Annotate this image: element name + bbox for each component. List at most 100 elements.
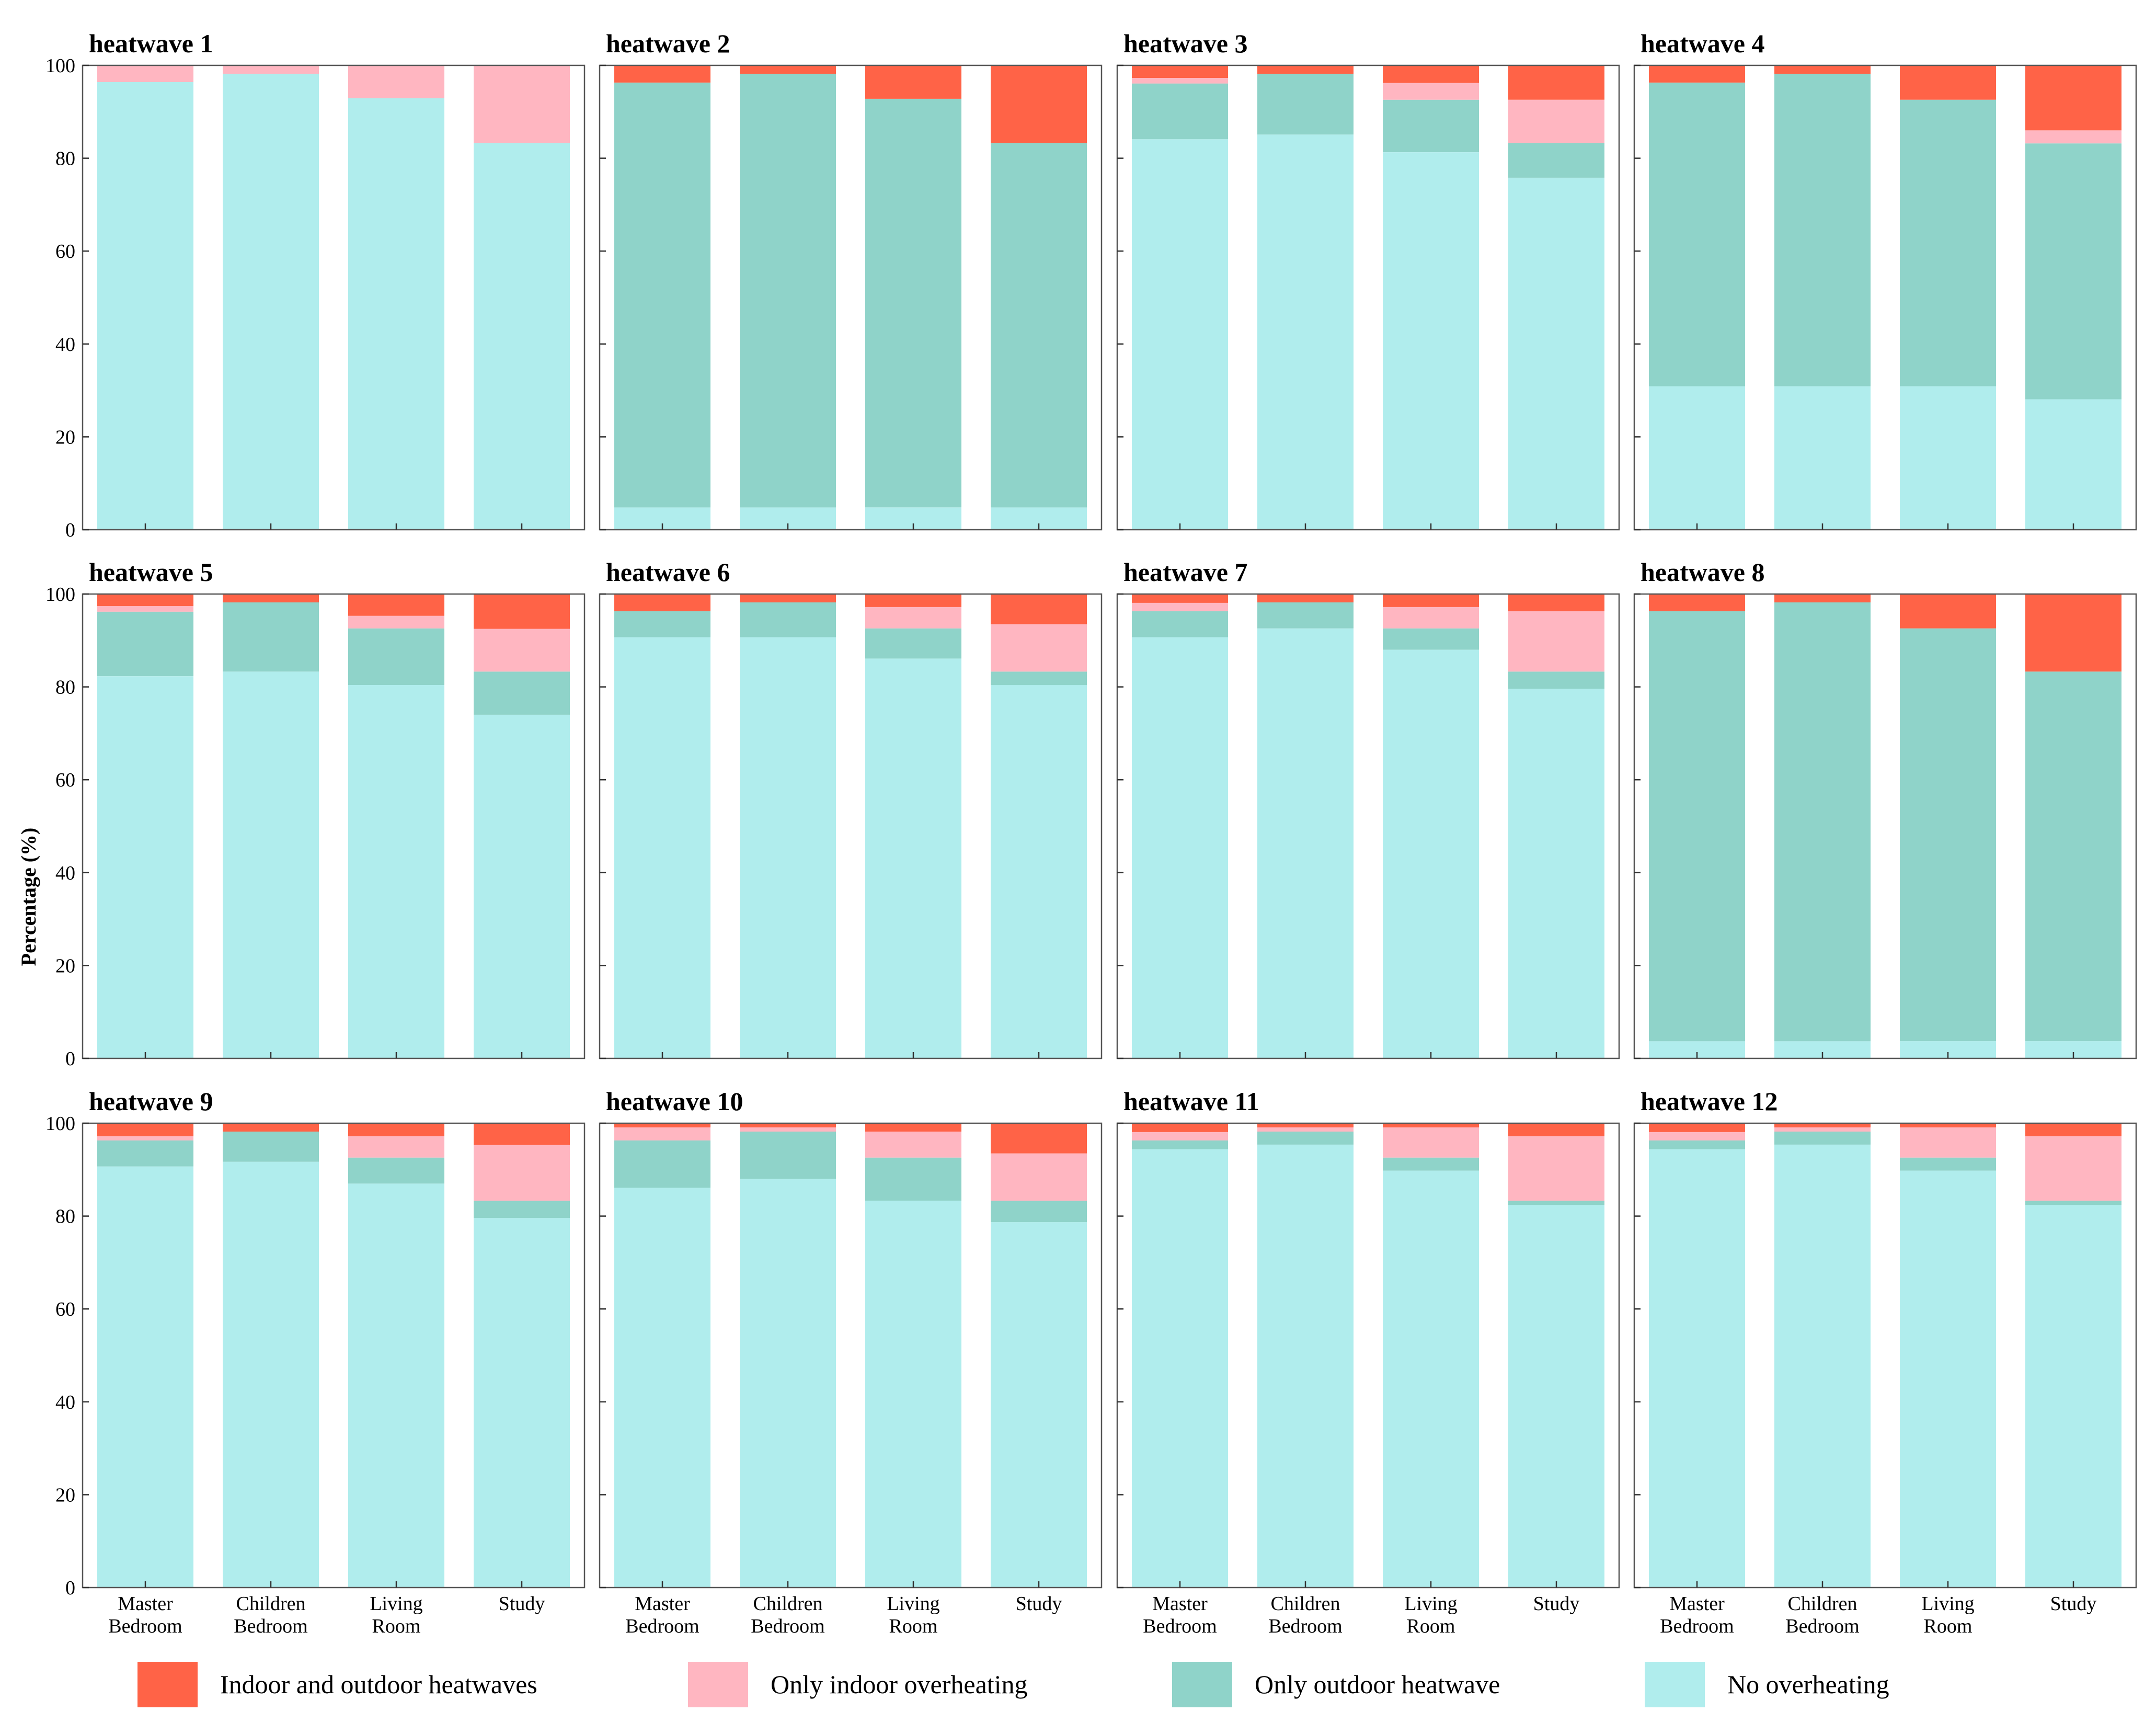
bar-heatwave-12-cat3-both (1900, 1123, 1996, 1127)
bar-heatwave-6-cat4-indoor (991, 624, 1087, 672)
bar-heatwave-4-cat2-none (1774, 386, 1871, 530)
bar-heatwave-4-cat1-none (1649, 386, 1745, 530)
bar-heatwave-10-cat2-none (740, 1179, 836, 1588)
legend-swatch-outdoor (1172, 1662, 1232, 1707)
bar-heatwave-3-cat4-indoor (1508, 99, 1604, 143)
bar-heatwave-3-cat4-none (1508, 177, 1604, 530)
x-tick-label: Master (1152, 1593, 1208, 1615)
bar-heatwave-3-cat1-indoor (1132, 78, 1228, 84)
panel-title: heatwave 5 (89, 557, 213, 587)
x-tick-label: Bedroom (751, 1615, 824, 1637)
x-tick-label: Bedroom (1143, 1615, 1217, 1637)
bar-heatwave-5-cat4-indoor (474, 629, 570, 672)
bar-heatwave-12-cat1-indoor (1649, 1132, 1745, 1140)
panel-frame (1116, 593, 1620, 1059)
bar-heatwave-9-cat1-indoor (97, 1136, 193, 1140)
bar-heatwave-5-cat2-outdoor (223, 602, 319, 672)
bar-heatwave-6-cat2-outdoor (740, 602, 836, 637)
bar-heatwave-12-cat2-indoor (1774, 1127, 1871, 1132)
bar-heatwave-2-cat1-both (614, 65, 710, 83)
panel-heatwave-9: 020406080100MasterBedroomChildrenBedroom… (45, 1087, 586, 1637)
bar-heatwave-3-cat2-both (1257, 65, 1354, 74)
x-tick-label: Master (635, 1593, 690, 1615)
bar-heatwave-10-cat1-both (614, 1123, 710, 1127)
x-tick-label: Children (753, 1593, 823, 1615)
bar-heatwave-11-cat4-outdoor (1508, 1201, 1604, 1205)
x-tick-label: Room (889, 1615, 938, 1637)
bar-heatwave-11-cat1-indoor (1132, 1132, 1228, 1140)
panel-heatwave-1: 0 20 40 60 80 100 heatwave 1 (45, 29, 586, 541)
bar-heatwave-2-cat3-outdoor (865, 98, 961, 508)
x-tick-label: Room (1407, 1615, 1455, 1637)
bar-heatwave-2-cat4-outdoor (991, 143, 1087, 508)
bar-heatwave-3-cat1-both (1132, 65, 1228, 78)
bar-heatwave-5-cat1-indoor (97, 606, 193, 612)
bar-heatwave-12-cat4-none (2025, 1205, 2121, 1588)
bar-heatwave-7-cat3-both (1383, 594, 1479, 607)
bar-heatwave-6-cat3-outdoor (865, 628, 961, 659)
panel-frame (599, 593, 1103, 1059)
panel-frame (599, 64, 1103, 531)
bar-heatwave-12-cat1-both (1649, 1123, 1745, 1132)
panel-frame (1633, 593, 2137, 1059)
x-tick-label: Study (1533, 1593, 1580, 1615)
bar-heatwave-6-cat3-none (865, 658, 961, 1058)
y-tick-label: 40 (55, 1391, 75, 1413)
legend-label-none: No overheating (1727, 1670, 1889, 1699)
y-tick-label: 20 (55, 1484, 75, 1506)
x-tick-label: Children (1271, 1593, 1340, 1615)
bar-heatwave-7-cat4-none (1508, 689, 1604, 1058)
panel-title: heatwave 6 (606, 557, 730, 587)
panel-frame (82, 1122, 586, 1589)
bar-heatwave-1-cat3-none (348, 98, 444, 530)
y-tick-label: 100 (45, 1113, 75, 1135)
bar-heatwave-8-cat3-both (1900, 594, 1996, 629)
panel-title: heatwave 8 (1641, 557, 1764, 587)
bar-heatwave-1-cat2-none (223, 74, 319, 530)
bar-heatwave-2-cat2-outdoor (740, 74, 836, 508)
x-tick-label: Room (1924, 1615, 1972, 1637)
legend-label-outdoor: Only outdoor heatwave (1255, 1670, 1500, 1699)
bar-heatwave-4-cat4-indoor (2025, 130, 2121, 144)
bar-heatwave-7-cat3-none (1383, 649, 1479, 1058)
x-tick-label: Room (372, 1615, 421, 1637)
bar-heatwave-7-cat2-none (1257, 628, 1354, 1058)
x-tick-label: Study (1016, 1593, 1062, 1615)
bar-heatwave-4-cat2-both (1774, 65, 1871, 74)
bar-heatwave-11-cat3-outdoor (1383, 1157, 1479, 1171)
legend-label-indoor: Only indoor overheating (771, 1670, 1028, 1699)
bar-heatwave-5-cat3-indoor (348, 615, 444, 629)
panel-title: heatwave 11 (1123, 1087, 1259, 1116)
panel-title: heatwave 4 (1641, 29, 1764, 58)
bar-heatwave-7-cat3-outdoor (1383, 628, 1479, 650)
bar-heatwave-9-cat4-both (474, 1123, 570, 1145)
panel-heatwave-11: MasterBedroomChildrenBedroomLivingRoomSt… (1116, 1087, 1620, 1637)
x-tick-label: Study (2050, 1593, 2097, 1615)
y-tick-label: 60 (55, 1298, 75, 1320)
bar-heatwave-12-cat3-indoor (1900, 1127, 1996, 1158)
bar-heatwave-5-cat1-outdoor (97, 611, 193, 677)
bar-heatwave-1-cat2-indoor (223, 65, 319, 74)
x-tick-label: Living (1404, 1593, 1457, 1615)
y-tick-label: 0 (65, 1048, 75, 1070)
legend: Indoor and outdoor heatwaves Only indoor … (137, 1662, 1889, 1707)
bar-heatwave-9-cat2-both (223, 1123, 319, 1132)
y-tick-label: 80 (55, 148, 75, 170)
x-tick-label: Master (1669, 1593, 1725, 1615)
panel-title: heatwave 2 (606, 29, 730, 58)
x-tick-label: Study (499, 1593, 545, 1615)
panel-title: heatwave 3 (1123, 29, 1247, 58)
panel-heatwave-3: heatwave 3 (1116, 29, 1620, 531)
bar-heatwave-3-cat4-outdoor (1508, 143, 1604, 178)
bar-heatwave-6-cat4-none (991, 685, 1087, 1058)
y-tick-label: 20 (55, 955, 75, 977)
y-tick-label: 0 (65, 519, 75, 541)
bar-heatwave-3-cat3-indoor (1383, 83, 1479, 100)
panel-frame (1633, 1122, 2137, 1589)
y-tick-label: 100 (45, 584, 75, 606)
bar-heatwave-12-cat1-none (1649, 1149, 1745, 1588)
y-tick-label: 100 (45, 55, 75, 77)
bar-heatwave-2-cat4-both (991, 65, 1087, 143)
x-tick-label: Master (118, 1593, 173, 1615)
